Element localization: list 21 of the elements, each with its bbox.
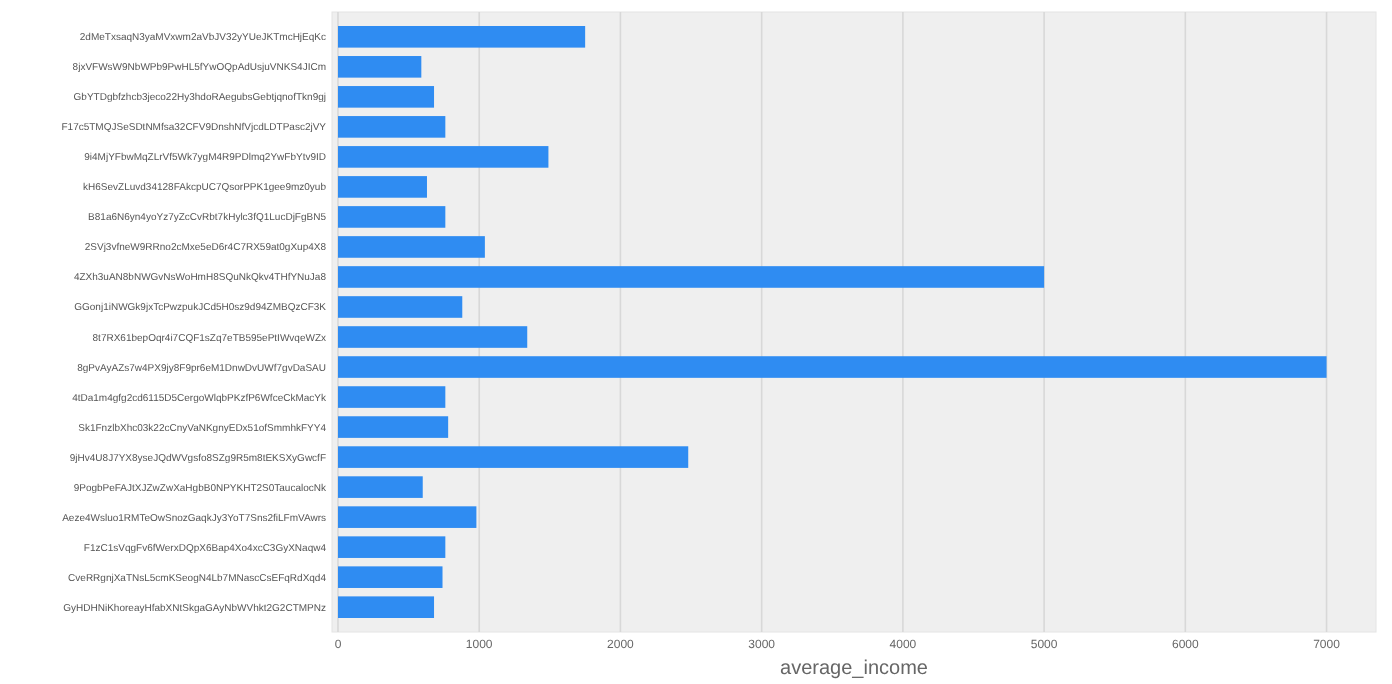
bar xyxy=(338,356,1327,378)
x-axis-title: average_income xyxy=(780,658,929,680)
bar xyxy=(338,236,485,258)
bar xyxy=(338,566,443,588)
bar xyxy=(338,146,549,168)
bar xyxy=(338,26,586,48)
bar xyxy=(338,206,446,228)
bar xyxy=(338,536,446,558)
bar xyxy=(338,476,423,498)
bar xyxy=(338,386,446,408)
bar xyxy=(338,326,528,348)
bar xyxy=(338,86,435,108)
bar xyxy=(338,506,477,528)
bar xyxy=(338,596,435,618)
bar xyxy=(338,56,422,78)
bar xyxy=(338,116,446,138)
bar xyxy=(338,176,427,198)
bar xyxy=(338,416,449,438)
bar xyxy=(338,446,689,468)
bar xyxy=(338,296,463,318)
bar xyxy=(338,266,1045,288)
